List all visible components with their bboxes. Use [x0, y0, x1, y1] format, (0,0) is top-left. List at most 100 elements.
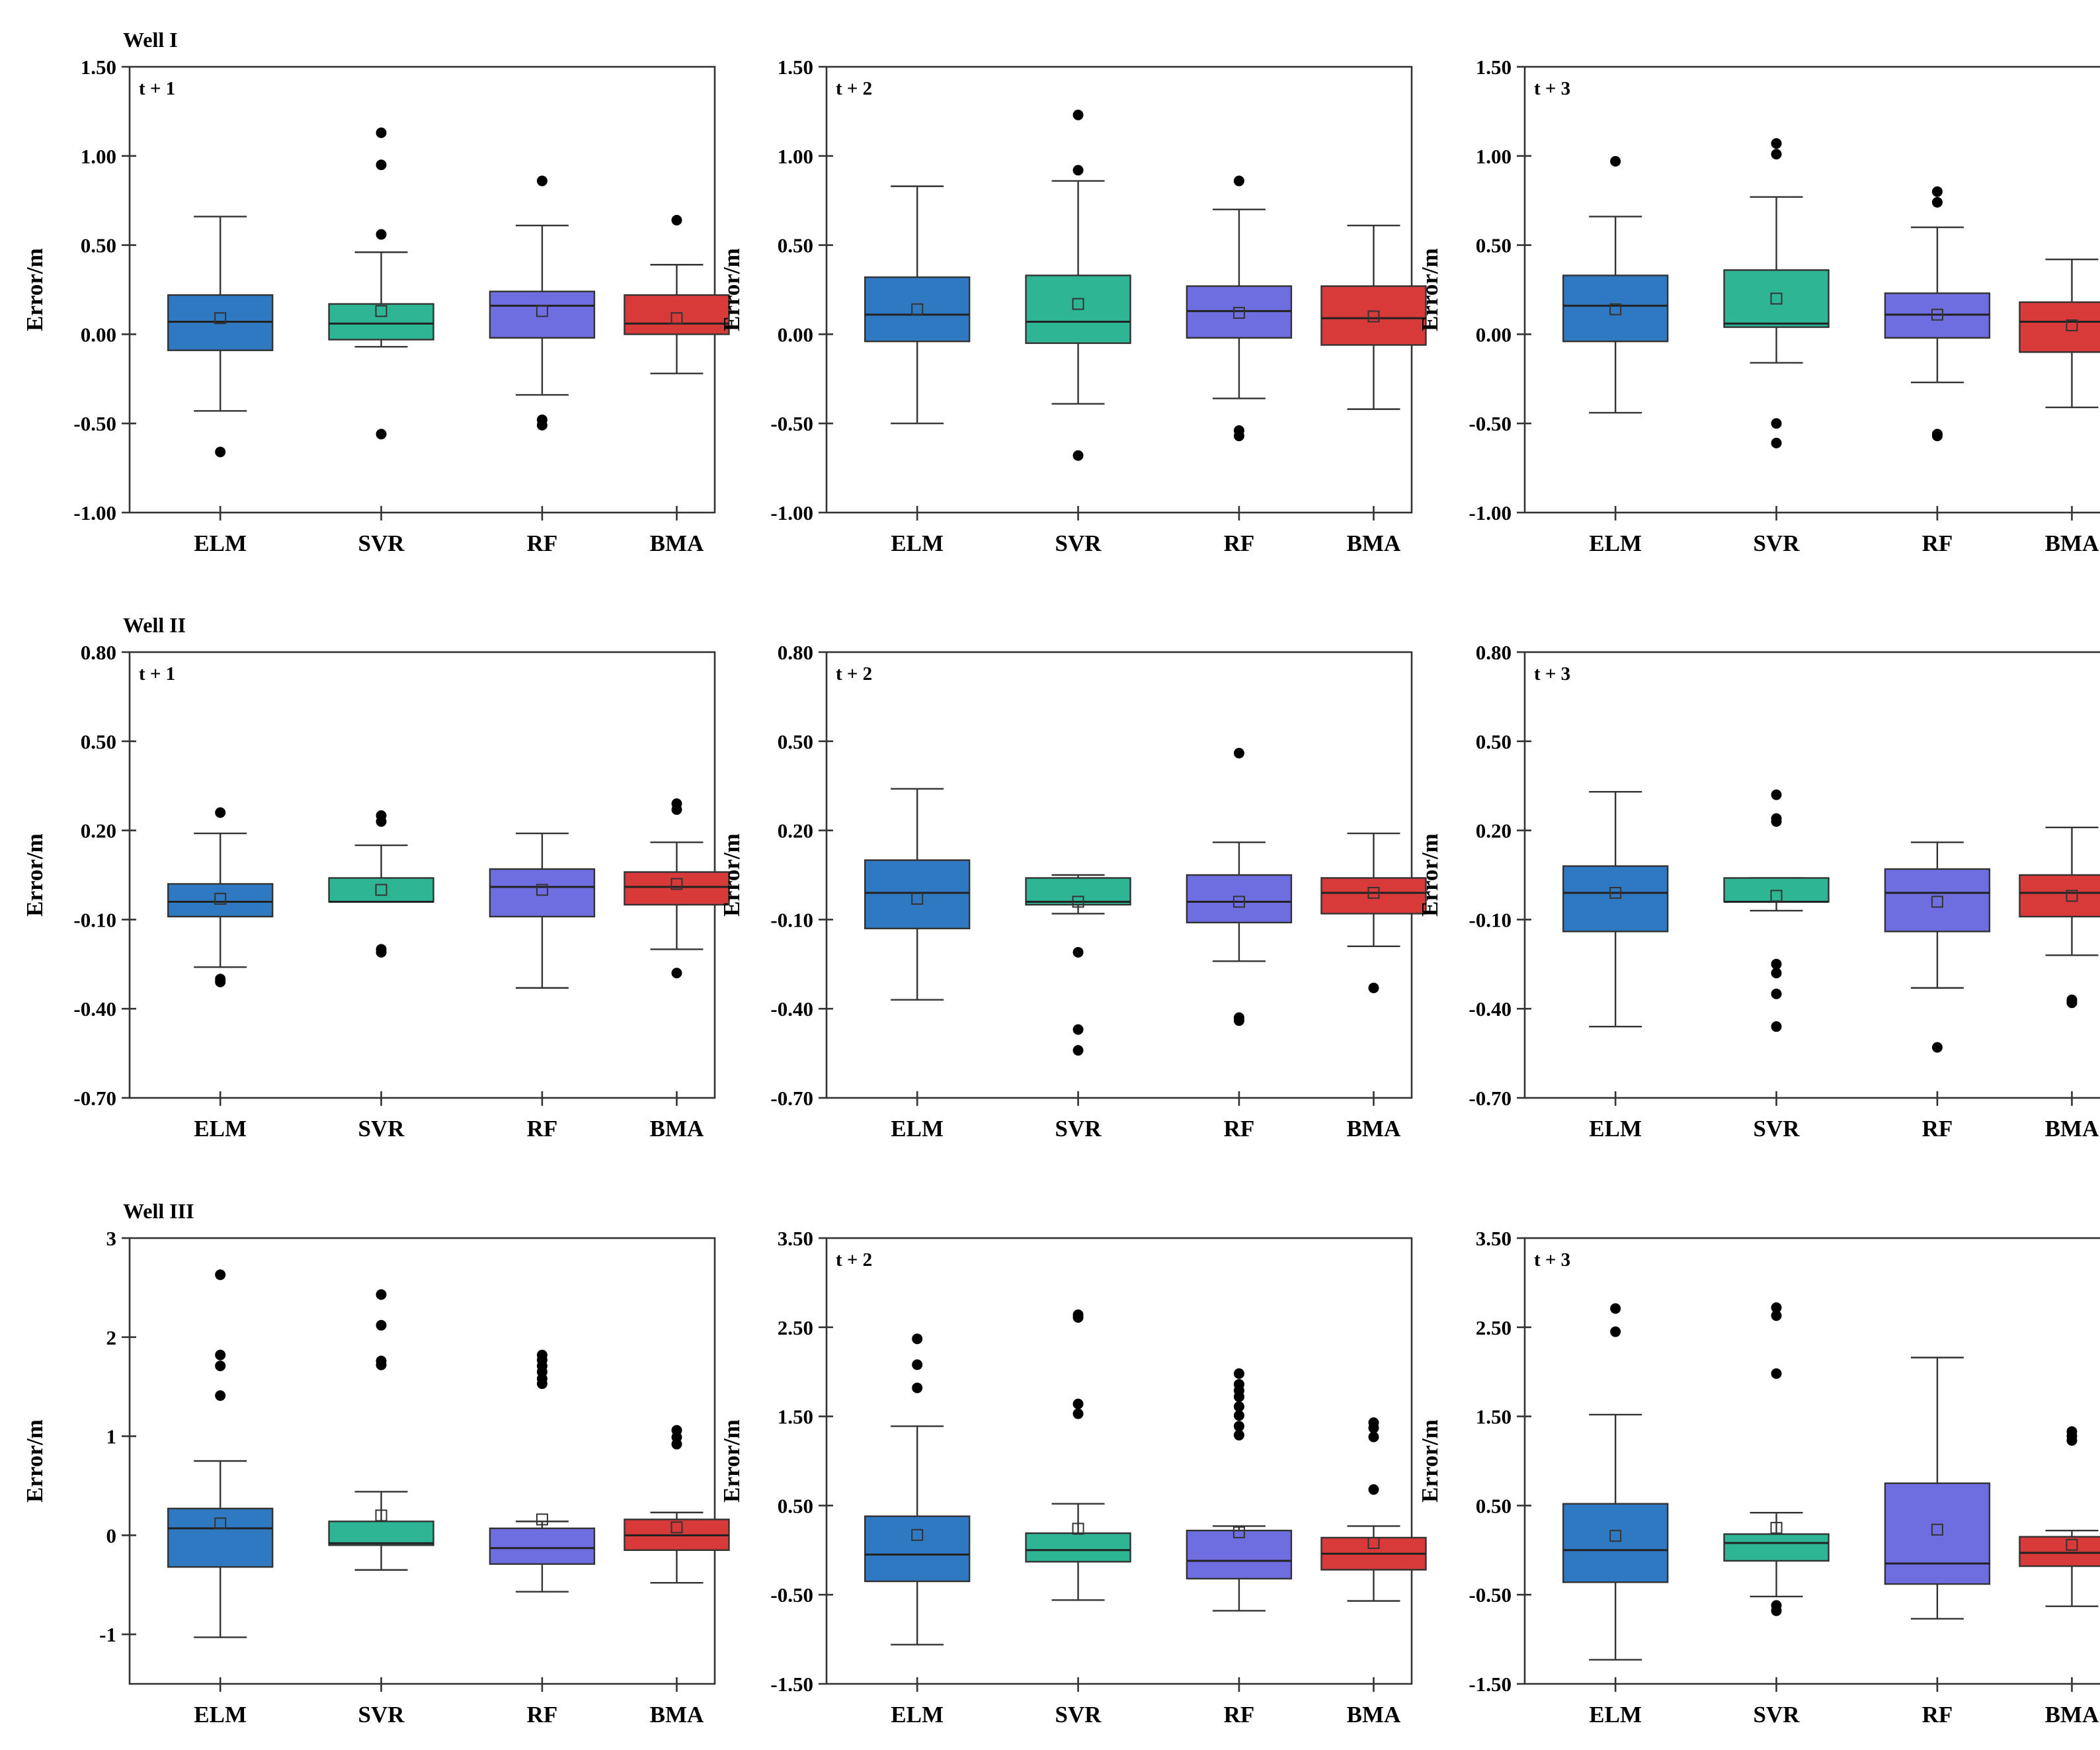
x-tick-label: RF — [1224, 530, 1255, 556]
x-tick-label: ELM — [194, 530, 247, 556]
outlier-point — [1072, 1408, 1084, 1419]
x-tick-label: SVR — [1055, 1116, 1102, 1142]
y-tick-label: 0.50 — [1476, 1494, 1512, 1517]
outlier-point — [1771, 1605, 1782, 1616]
x-tick-label: SVR — [358, 1702, 405, 1728]
x-tick-label: SVR — [1754, 1702, 1800, 1728]
y-tick-label: 2.50 — [778, 1316, 813, 1339]
x-tick-label: BMA — [1347, 530, 1401, 556]
horizon-label: t + 1 — [139, 663, 175, 685]
box-bma — [2019, 826, 2100, 1009]
mean-marker — [1367, 1537, 1380, 1550]
mean-marker — [375, 1509, 387, 1522]
box-iqr — [1025, 1532, 1131, 1563]
y-tick-label: -0.70 — [1469, 1087, 1512, 1110]
y-axis-title: Error/m — [22, 1419, 48, 1503]
y-tick-label: 1.00 — [1476, 145, 1512, 168]
outlier-point — [2066, 1435, 2078, 1446]
outlier-point — [1771, 816, 1782, 827]
mean-marker — [214, 892, 227, 905]
mean-marker — [1072, 298, 1084, 310]
mean-marker — [2066, 1538, 2078, 1551]
y-tick-label: 0.80 — [1476, 641, 1512, 664]
y-tick-label: -0.50 — [1469, 412, 1512, 435]
box-iqr — [1186, 1529, 1293, 1580]
outlier-point — [1233, 1429, 1244, 1440]
y-tick-label: 0.00 — [81, 323, 116, 346]
y-tick-label: -0.40 — [1469, 997, 1512, 1021]
chart-panel: -1 0 1 2 3 Error/m Well III ELM SVR RF BMA — [22, 1199, 730, 1728]
horizon-label: t + 3 — [1534, 78, 1570, 99]
outlier-point — [912, 1333, 923, 1345]
y-axis-title: Error/m — [22, 833, 48, 917]
box-elm — [167, 216, 274, 458]
box-elm — [864, 788, 971, 1001]
y-tick-label: 1.00 — [81, 145, 116, 168]
box-elm — [864, 1333, 971, 1646]
y-tick-label: 0.80 — [81, 641, 116, 664]
outlier-point — [1771, 418, 1782, 429]
outlier-point — [1233, 175, 1244, 187]
outlier-point — [376, 127, 387, 138]
box-iqr — [1884, 1482, 1991, 1585]
box-rf — [1884, 186, 1991, 442]
x-tick-label: BMA — [650, 1116, 704, 1142]
mean-marker — [670, 878, 683, 890]
y-tick-label: -0.50 — [1469, 1583, 1512, 1606]
x-tick-label: ELM — [1589, 530, 1642, 556]
y-tick-label: 1.50 — [778, 1405, 813, 1429]
well-label: Well I — [123, 28, 178, 52]
box-svr — [328, 127, 434, 440]
plot-frame — [128, 1237, 716, 1685]
y-tick-label: -1.00 — [1469, 501, 1512, 524]
box-iqr — [167, 883, 274, 918]
box-rf — [1186, 747, 1293, 1026]
well-label: Well III — [123, 1199, 194, 1223]
y-tick-label: -1.50 — [770, 1673, 813, 1696]
mean-marker — [1931, 896, 1943, 908]
box-rf — [1186, 1368, 1293, 1612]
box-rf — [489, 175, 596, 431]
y-tick-label: 0 — [106, 1524, 117, 1547]
x-tick-label: RF — [527, 1702, 558, 1728]
x-tick-label: ELM — [1589, 1702, 1642, 1728]
box-svr — [1025, 1309, 1131, 1601]
outlier-point — [1072, 1024, 1084, 1035]
x-tick-label: SVR — [358, 1116, 405, 1142]
outlier-point — [1771, 789, 1782, 800]
y-tick-label: -0.50 — [73, 412, 116, 435]
y-tick-label: -1 — [99, 1623, 116, 1646]
outlier-point — [1233, 1015, 1244, 1026]
mean-marker — [911, 1528, 924, 1541]
outlier-point — [671, 1438, 682, 1450]
box-rf — [489, 1349, 596, 1593]
outlier-point — [1233, 747, 1244, 759]
mean-marker — [1367, 886, 1380, 899]
mean-marker — [1609, 303, 1622, 315]
outlier-point — [376, 946, 387, 958]
chart-panel: -1.00 -0.50 0.00 0.50 1.00 1.50 Error/m t + 3 EL… — [1417, 56, 2100, 556]
mean-marker — [214, 312, 227, 325]
box-iqr — [1562, 1503, 1669, 1583]
outlier-point — [536, 419, 547, 431]
box-iqr — [1320, 285, 1427, 346]
mean-marker — [536, 1513, 548, 1526]
outlier-point — [1368, 982, 1379, 993]
box-bma — [624, 214, 730, 374]
outlier-point — [1233, 1410, 1244, 1421]
box-elm — [1562, 1303, 1669, 1661]
outlier-point — [215, 446, 226, 458]
outlier-point — [1072, 1398, 1084, 1409]
outlier-point — [1233, 431, 1244, 442]
mean-marker — [1931, 308, 1943, 321]
x-tick-label: RF — [1922, 1702, 1953, 1728]
y-tick-label: 0.20 — [81, 819, 116, 843]
y-axis-title: Error/m — [719, 1419, 745, 1503]
x-tick-label: BMA — [2045, 530, 2099, 556]
x-tick-label: BMA — [650, 530, 704, 556]
box-iqr — [1723, 1533, 1830, 1562]
x-tick-label: RF — [1922, 530, 1953, 556]
x-tick-label: RF — [1922, 1116, 1953, 1142]
box-iqr — [2019, 874, 2100, 918]
box-rf — [1884, 841, 1991, 1053]
